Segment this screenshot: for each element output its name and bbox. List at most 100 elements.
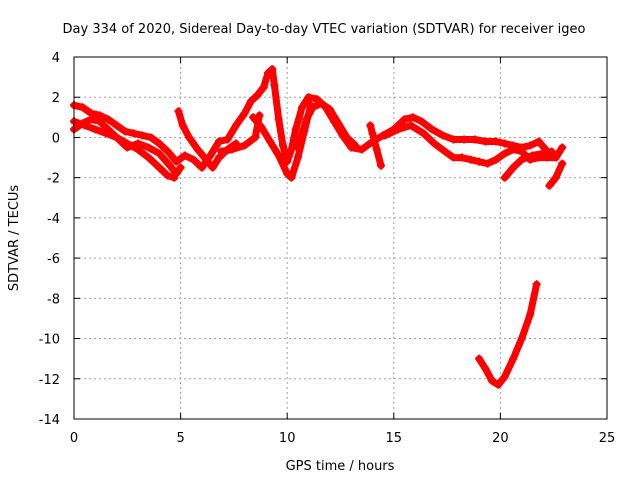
data-point	[208, 163, 217, 172]
data-point	[291, 125, 300, 134]
y-tick-label: 4	[52, 51, 60, 66]
data-point	[366, 121, 375, 130]
plot-frame	[73, 56, 608, 420]
data-point	[481, 364, 490, 373]
data-point	[475, 157, 484, 166]
data-point	[532, 280, 541, 289]
data-point	[185, 133, 194, 142]
data-point	[104, 115, 113, 124]
data-point	[558, 143, 567, 152]
data-point	[129, 129, 138, 138]
data-point	[214, 137, 223, 146]
data-point	[155, 163, 164, 172]
x-axis-label: GPS time / hours	[286, 459, 395, 474]
x-tick-label: 0	[70, 431, 78, 446]
data-point	[293, 153, 302, 162]
data-point	[264, 69, 273, 78]
data-point	[500, 139, 509, 148]
data-point	[253, 91, 262, 100]
data-point	[246, 97, 255, 106]
data-point	[163, 147, 172, 156]
data-point	[202, 155, 211, 164]
data-point	[381, 131, 390, 140]
data-point	[112, 133, 121, 142]
data-point	[308, 103, 317, 112]
data-point	[259, 83, 268, 92]
data-point	[112, 121, 121, 130]
data-point	[500, 149, 509, 158]
data-point	[517, 147, 526, 156]
data-point	[509, 163, 518, 172]
x-tick-label: 25	[599, 431, 616, 446]
data-point	[342, 133, 351, 142]
data-point	[302, 115, 311, 124]
data-point	[144, 153, 153, 162]
data-point	[197, 163, 206, 172]
data-point	[266, 137, 275, 146]
grid-lines	[74, 57, 607, 419]
data-point	[334, 119, 343, 128]
data-point	[509, 145, 518, 154]
data-point	[95, 117, 104, 126]
data-point	[232, 121, 241, 130]
data-point	[138, 131, 147, 140]
series-trace-h-markers	[366, 121, 386, 170]
data-point	[240, 141, 249, 150]
data-point	[417, 117, 426, 126]
data-point	[270, 81, 279, 90]
data-point	[227, 145, 236, 154]
series-trace-k-markers	[545, 159, 567, 190]
data-point	[492, 155, 501, 164]
data-point	[325, 105, 334, 114]
data-point	[176, 163, 185, 172]
data-point	[481, 137, 490, 146]
data-point	[293, 143, 302, 152]
data-point	[466, 155, 475, 164]
data-point	[449, 153, 458, 162]
data-point	[80, 121, 89, 130]
data-point	[406, 121, 415, 130]
x-tick-label: 10	[279, 431, 296, 446]
data-point	[255, 111, 264, 120]
data-point	[494, 380, 503, 389]
y-tick-label: -14	[39, 413, 60, 428]
data-point	[551, 173, 560, 182]
series-trace-c-markers	[70, 117, 179, 182]
data-point	[298, 103, 307, 112]
series-trace-j-markers	[500, 147, 556, 182]
data-point	[249, 113, 258, 122]
data-point	[155, 149, 164, 158]
data-point	[78, 103, 87, 112]
axes: 0 5 10 15 20 25 -14 -12 -10 -8 -6 -4 -2 0 2 4	[39, 51, 616, 446]
data-point	[287, 173, 296, 182]
data-point	[419, 129, 428, 138]
data-point	[377, 161, 386, 170]
data-point	[351, 141, 360, 150]
data-point	[534, 137, 543, 146]
data-point	[101, 129, 110, 138]
data-point	[483, 159, 492, 168]
data-point	[475, 354, 484, 363]
data-point	[170, 173, 179, 182]
x-tick-label: 20	[492, 431, 509, 446]
data-point	[283, 169, 292, 178]
data-point	[268, 65, 277, 74]
data-point	[240, 109, 249, 118]
data-point	[428, 125, 437, 134]
data-point	[274, 151, 283, 160]
series-trace-h	[366, 121, 385, 170]
y-axis-label: SDTVAR / TECUs	[7, 185, 22, 292]
data-point	[394, 125, 403, 134]
data-point	[458, 153, 467, 162]
data-point	[526, 310, 535, 319]
x-tick-label: 15	[386, 431, 403, 446]
data-point	[193, 145, 202, 154]
data-point	[180, 151, 189, 160]
data-point	[251, 133, 260, 142]
data-point	[178, 121, 187, 130]
data-point	[304, 93, 313, 102]
data-point	[509, 354, 518, 363]
data-point	[545, 181, 554, 190]
data-point	[551, 153, 560, 162]
y-tick-label: -4	[47, 212, 60, 227]
